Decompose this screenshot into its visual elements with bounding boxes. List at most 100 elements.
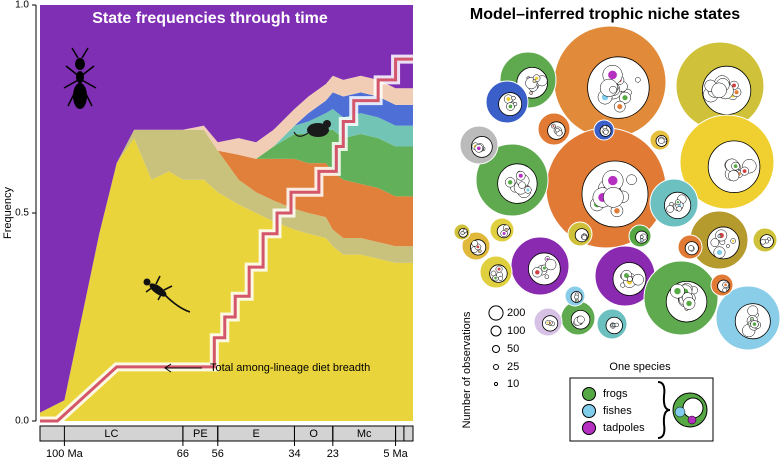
- species-bubble: [471, 240, 478, 247]
- state-dot: [686, 300, 692, 307]
- species-bubble: [632, 273, 644, 286]
- state-dot: [718, 235, 721, 237]
- state-dot: [502, 232, 506, 236]
- diet-key-label: frogs: [603, 388, 628, 400]
- area: [40, 129, 413, 413]
- state-dot: [612, 324, 615, 326]
- state-dot: [476, 245, 480, 249]
- ant-icon: [63, 47, 97, 109]
- diet-key-label: tadpoles: [603, 422, 645, 434]
- state-dot: [734, 90, 739, 95]
- size-key: [493, 364, 499, 370]
- period-label: Mc: [357, 428, 372, 440]
- species-bubble: [603, 187, 624, 208]
- species-bubble: [666, 205, 674, 213]
- area-chart: State frequencies through time Total amon…: [2, 0, 414, 460]
- state-dot: [505, 229, 508, 231]
- state-dot: [508, 180, 513, 185]
- size-legend: 200 100 50 25 10: [488, 305, 525, 390]
- state-dot: [752, 322, 757, 326]
- state-dot: [546, 321, 549, 324]
- species-bubble: [626, 174, 637, 185]
- species-bubble: [614, 322, 619, 328]
- x-tick-label: 34: [288, 448, 300, 460]
- size-key-label: 25: [507, 361, 519, 373]
- state-dot: [731, 239, 735, 243]
- y-tick-label: 0.5: [15, 208, 29, 219]
- size-key-label: 100: [507, 325, 525, 337]
- species-bubble: [555, 127, 560, 133]
- state-dot: [526, 188, 530, 192]
- size-key: [490, 325, 502, 337]
- lizard-icon: [143, 275, 191, 313]
- size-key-label: 50: [507, 343, 519, 355]
- state-dot: [476, 146, 481, 151]
- legend-box: [569, 377, 714, 442]
- state-dot: [608, 70, 617, 80]
- period-label: E: [252, 428, 259, 440]
- species-bubble: [498, 275, 503, 281]
- y-axis-label: Frequency: [2, 187, 14, 239]
- period-label: LC: [104, 428, 118, 440]
- species-bubble: [603, 129, 609, 135]
- species-bubble: [722, 287, 728, 293]
- x-tick-label: 66: [177, 448, 189, 460]
- chart-title: State frequencies through time: [92, 10, 328, 27]
- species-bubble: [635, 77, 641, 83]
- state-dot: [733, 164, 738, 168]
- area: [40, 138, 413, 421]
- species-bubble: [609, 85, 617, 94]
- species-bubble: [710, 238, 720, 247]
- y-tick-label: 0.0: [15, 416, 29, 427]
- size-key-label: 200: [507, 307, 525, 319]
- size-legend-title: Number of observations: [461, 311, 473, 428]
- diet-legend: frogs fishes tadpoles: [582, 387, 645, 435]
- state-dot: [751, 318, 753, 321]
- species-bubble: [760, 238, 766, 245]
- area: [40, 75, 413, 413]
- state-dot: [617, 104, 623, 110]
- state-dot: [535, 76, 539, 80]
- state-dot: [742, 169, 747, 173]
- species-bubble: [581, 234, 587, 241]
- state-dot: [530, 92, 532, 94]
- species-bubble: [688, 245, 694, 252]
- species-bubble: [747, 305, 759, 317]
- species-bubble: [639, 235, 644, 239]
- state-dot: [576, 299, 578, 302]
- silhouettes: [63, 47, 331, 313]
- species-bubble: [574, 294, 579, 300]
- state-dot: [674, 287, 681, 295]
- bubble-pack: [453, 25, 780, 351]
- period-box: [395, 425, 405, 442]
- state-dot: [614, 208, 620, 214]
- x-tick-label: 23: [327, 448, 339, 460]
- size-key-label: 10: [507, 378, 519, 390]
- period-box: [403, 425, 414, 442]
- species-bubble: [545, 258, 557, 271]
- diet-key: [582, 421, 596, 435]
- species-example: [672, 392, 708, 428]
- one-species-label: One species: [609, 361, 671, 373]
- state-dot: [640, 239, 643, 242]
- species-bubble: [518, 181, 526, 189]
- state-dot: [533, 80, 536, 82]
- state-dot: [716, 249, 723, 256]
- x-tick-label: 56: [212, 448, 224, 460]
- species-bubble: [460, 230, 465, 236]
- state-dot: [508, 104, 513, 109]
- state-dot: [518, 173, 523, 178]
- state-dot: [676, 201, 680, 204]
- state-dot: [506, 97, 511, 101]
- state-dot: [552, 125, 555, 128]
- state-dot: [535, 270, 540, 275]
- bubble-panel: Model–inferred trophic niche states Numb…: [453, 6, 780, 442]
- species-bubble: [544, 274, 550, 279]
- species-bubble: [676, 205, 682, 212]
- x-tick-label: 5 Ma: [383, 448, 408, 460]
- size-key: [491, 344, 501, 354]
- species-bubble: [511, 95, 516, 101]
- diet-key: [582, 404, 596, 418]
- state-dot: [542, 266, 546, 270]
